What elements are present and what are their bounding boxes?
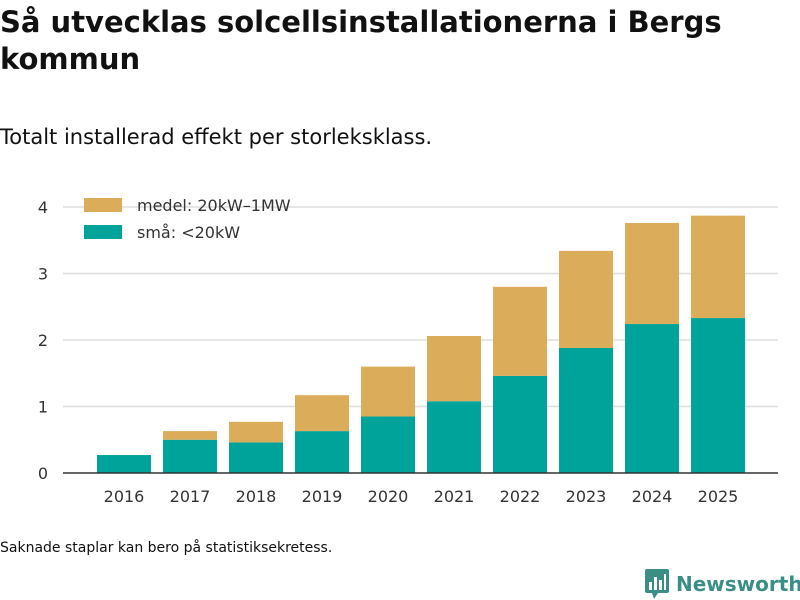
- bar-2022-medium: [493, 286, 547, 376]
- footnote: Saknade staplar kan bero på statistiksek…: [0, 540, 333, 556]
- newsworthy-logo-icon: [645, 569, 669, 599]
- y-tick-label: 4: [38, 198, 48, 217]
- bar-2021-small: [427, 401, 481, 473]
- legend-swatch: [84, 225, 122, 239]
- legend-swatch: [84, 198, 122, 212]
- x-tick-label: 2017: [170, 487, 211, 506]
- y-tick-label: 0: [38, 464, 48, 483]
- bar-2024-medium: [625, 222, 679, 325]
- bar-2023-small: [559, 347, 613, 473]
- x-tick-label: 2020: [368, 487, 409, 506]
- chart-title: Så utvecklas solcellsinstallationerna i …: [0, 5, 722, 76]
- bar-2023-medium: [559, 250, 613, 348]
- y-tick-label: 1: [38, 398, 48, 417]
- brand-name: Newsworthy: [676, 572, 800, 596]
- x-tick-label: 2016: [104, 487, 145, 506]
- y-tick-label: 3: [38, 265, 48, 284]
- x-tick-label: 2018: [236, 487, 277, 506]
- bar-2022-small: [493, 375, 547, 473]
- bar-2025-small: [691, 318, 745, 473]
- legend-label: små: <20kW: [137, 223, 240, 242]
- brand-logo: Newsworthy: [644, 568, 800, 600]
- axes: 0 1 2 3 4 2016 2017 2018 2019 2020 2021 2022 2023 202…: [38, 198, 778, 506]
- bar-2020-small: [361, 416, 415, 473]
- chart-subtitle: Totalt installerad effekt per storlekskl…: [0, 125, 433, 149]
- x-tick-label: 2021: [434, 487, 475, 506]
- bar-2020-medium: [361, 366, 415, 417]
- x-tick-label: 2019: [302, 487, 343, 506]
- bar-2018-small: [229, 442, 283, 473]
- x-tick-label: 2022: [500, 487, 541, 506]
- bar-2019-medium: [295, 395, 349, 432]
- legend: medel: 20kW–1MW små: <20kW: [84, 196, 291, 242]
- x-tick-label: 2023: [566, 487, 607, 506]
- bar-2024-small: [625, 324, 679, 473]
- bar-2017-small: [163, 439, 217, 473]
- bar-2021-medium: [427, 336, 481, 402]
- bar-2017-medium: [163, 431, 217, 440]
- stacked-bar-chart: 0 1 2 3 4 2016 2017 2018 2019 2020 2021 2022 2023 202…: [38, 196, 778, 506]
- bar-2019-small: [295, 431, 349, 473]
- y-tick-label: 2: [38, 331, 48, 350]
- x-tick-label: 2024: [632, 487, 673, 506]
- bars: [97, 215, 745, 473]
- x-tick-label: 2025: [698, 487, 739, 506]
- bar-2016-small: [97, 455, 151, 473]
- legend-label: medel: 20kW–1MW: [137, 196, 291, 215]
- bar-2025-medium: [691, 215, 745, 319]
- bar-2018-medium: [229, 421, 283, 443]
